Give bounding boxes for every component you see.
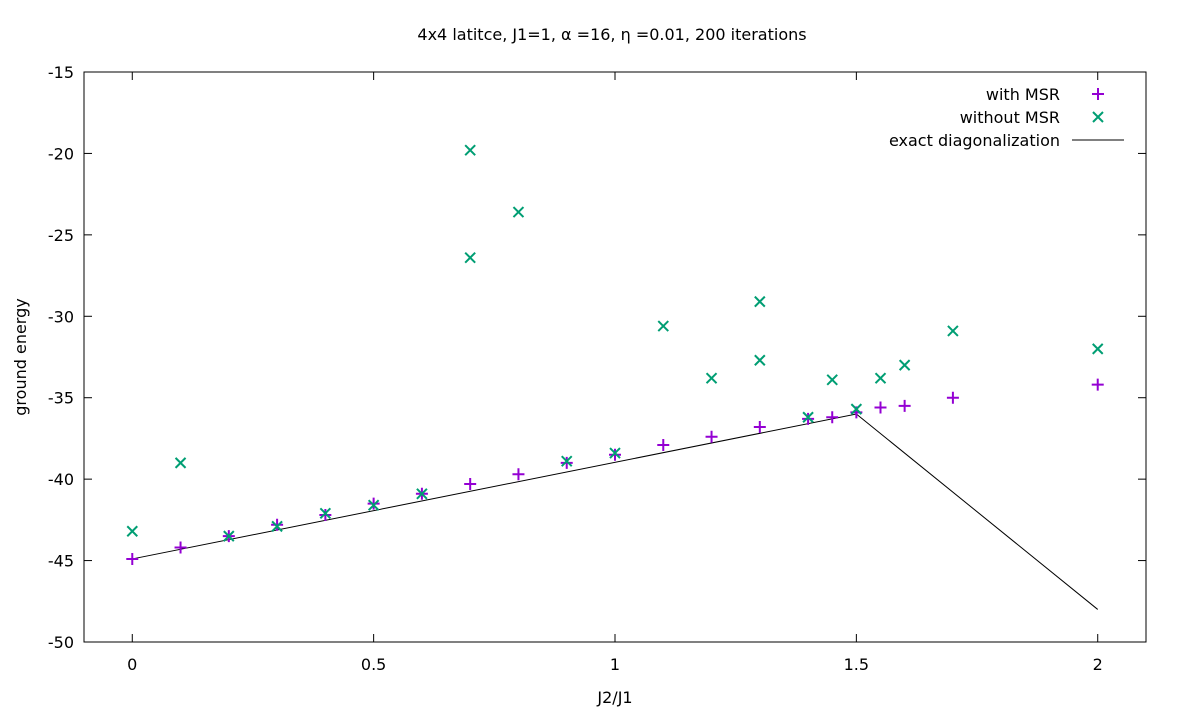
x-tick-label: 0 [127, 655, 137, 674]
x-axis-label: J2/J1 [596, 688, 632, 707]
data-point-cross [826, 374, 838, 386]
legend-marker-plus [1092, 88, 1104, 100]
data-point-cross [464, 251, 476, 264]
x-tick-label: 0.5 [361, 655, 386, 674]
legend-label: without MSR [960, 108, 1060, 127]
data-point-cross [802, 411, 814, 423]
data-point-plus [802, 412, 815, 425]
y-tick-label: -25 [48, 226, 74, 245]
data-point-cross [754, 295, 766, 308]
data-point-cross [705, 372, 718, 384]
data-point-cross [850, 403, 863, 415]
chart-title: 4x4 latitce, J1=1, α =16, η =0.01, 200 i… [417, 25, 806, 44]
data-point-cross [874, 372, 887, 384]
series-with-msr [126, 378, 1104, 565]
data-point-plus [657, 438, 670, 451]
legend-marker-cross [1092, 111, 1104, 123]
data-point-plus [367, 497, 380, 510]
y-tick-label: -45 [48, 552, 74, 571]
data-point-plus [705, 430, 718, 443]
legend: with MSR without MSR exact diagonalization [889, 85, 1124, 150]
data-point-plus [174, 541, 187, 554]
y-axis-label: ground energy [11, 298, 30, 415]
data-point-cross [271, 520, 283, 533]
data-point-cross [657, 320, 669, 332]
data-point-plus [271, 518, 284, 531]
data-point-plus [1091, 378, 1104, 391]
data-point-cross [754, 354, 766, 366]
series-exact-diagonalization [132, 413, 1099, 610]
data-point-cross [947, 325, 959, 337]
data-point-plus [609, 448, 621, 461]
series-layer [126, 144, 1104, 610]
data-point-plus [560, 456, 573, 469]
series-line [132, 413, 1099, 610]
data-point-plus [898, 399, 911, 412]
y-tick-label: -30 [48, 307, 74, 326]
data-point-plus [874, 401, 887, 414]
x-tick-label: 2 [1093, 655, 1103, 674]
data-point-cross [319, 507, 332, 520]
data-point-plus [464, 478, 477, 491]
data-point-plus [946, 391, 959, 404]
y-tick-label: -40 [48, 470, 74, 489]
x-tick-label: 1.5 [844, 655, 869, 674]
y-tick-label: -20 [48, 144, 74, 163]
data-point-cross [367, 499, 380, 511]
data-point-cross [512, 206, 525, 218]
series-without-msr [126, 144, 1104, 542]
data-point-cross [223, 530, 235, 542]
data-point-cross [464, 144, 476, 156]
data-point-plus [512, 468, 525, 481]
legend-label: with MSR [986, 85, 1060, 104]
data-point-cross [174, 457, 187, 469]
plot-frame [83, 71, 1147, 643]
data-point-cross [126, 525, 138, 537]
data-point-plus [826, 411, 839, 424]
data-point-cross [416, 488, 428, 500]
data-point-cross [898, 359, 911, 371]
data-point-cross [1092, 343, 1104, 355]
data-point-plus [319, 508, 332, 521]
x-axis: 0 0.5 1 1.5 2 [127, 72, 1103, 674]
y-axis: -50 -45 -40 -35 -30 -25 -20 -15 [48, 63, 1146, 652]
data-point-cross [561, 455, 573, 467]
data-point-cross [609, 447, 621, 459]
y-tick-label: -50 [48, 633, 74, 652]
x-tick-label: 1 [610, 655, 620, 674]
y-tick-label: -35 [48, 389, 74, 408]
legend-label: exact diagonalization [889, 131, 1060, 150]
y-tick-label: -15 [48, 63, 74, 82]
data-point-plus [126, 552, 139, 565]
data-point-plus [753, 421, 766, 434]
